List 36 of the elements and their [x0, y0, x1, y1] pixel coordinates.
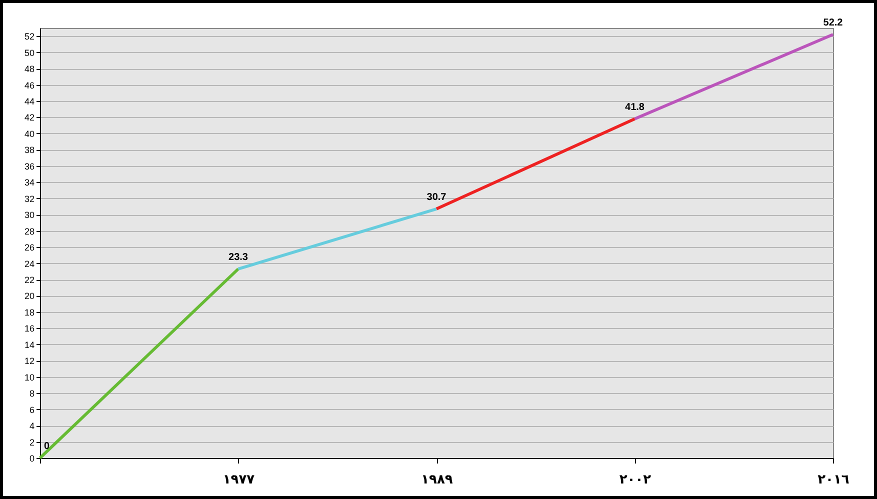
data-label: 23.3 [228, 252, 248, 263]
y-tick-label: 4 [29, 421, 34, 432]
data-label: 0 [44, 441, 50, 452]
y-tick-label: 6 [29, 404, 34, 415]
y-tick-label: 20 [24, 291, 34, 302]
y-tick-label: 24 [24, 258, 34, 269]
y-tick-label: 36 [24, 161, 34, 172]
data-label: 41.8 [625, 102, 645, 113]
y-tick-label: 2 [29, 437, 34, 448]
data-label: 30.7 [426, 192, 447, 203]
y-tick-label: 46 [24, 80, 34, 90]
y-tick-label: 42 [24, 112, 34, 123]
y-tick-label: 0 [29, 454, 34, 464]
y-tick-label: 28 [24, 226, 34, 236]
y-tick-label: 16 [24, 324, 34, 334]
y-tick-label: 48 [24, 64, 34, 74]
y-tick-label: 44 [24, 96, 34, 107]
y-tick-label: 50 [24, 48, 34, 58]
x-tick-label: ١٩٧٧ [222, 472, 255, 488]
y-tick-label: 10 [24, 372, 34, 382]
x-tick-label: ٢٠١٦ [818, 472, 850, 488]
y-tick-label: 52 [24, 32, 34, 42]
y-tick-label: 34 [24, 178, 34, 188]
y-tick-label: 12 [24, 356, 34, 366]
y-tick-label: 26 [24, 242, 34, 253]
y-tick-label: 14 [24, 340, 34, 350]
y-tick-label: 22 [24, 275, 34, 286]
x-tick-label: ٢٠٠٢ [619, 472, 652, 488]
x-tick-label: ١٩٨٩ [421, 472, 453, 488]
y-tick-label: 30 [24, 210, 34, 220]
y-tick-label: 18 [24, 307, 34, 318]
y-tick-label: 8 [29, 388, 34, 399]
data-label: 52.2 [823, 17, 844, 28]
y-tick-label: 40 [24, 128, 34, 139]
y-tick-label: 38 [24, 145, 34, 156]
y-tick-label: 32 [24, 194, 34, 204]
